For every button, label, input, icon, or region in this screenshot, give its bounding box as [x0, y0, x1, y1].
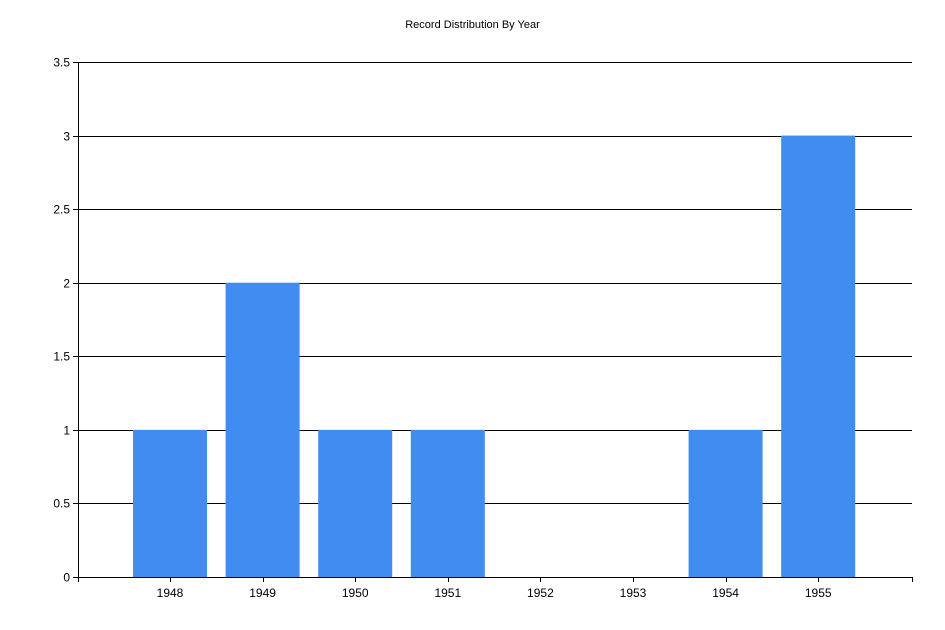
- bar-1949: [225, 282, 300, 577]
- x-tick-label-1950: 1950: [342, 586, 369, 600]
- x-tick-label-1949: 1949: [249, 586, 276, 600]
- axes: [73, 62, 913, 582]
- x-tick-label-1951: 1951: [434, 586, 461, 600]
- x-tick-label-1948: 1948: [157, 586, 184, 600]
- y-tick-label-5: 2.5: [53, 203, 70, 217]
- x-tick-label-1952: 1952: [527, 586, 554, 600]
- x-tick-label-1953: 1953: [620, 586, 647, 600]
- bar-1950: [318, 429, 393, 577]
- x-tick-label-1955: 1955: [805, 586, 832, 600]
- x-tick-label-1954: 1954: [712, 586, 739, 600]
- y-tick-label-2: 1: [63, 424, 70, 438]
- y-tick-label-0: 0: [63, 571, 70, 585]
- gridlines: [78, 62, 912, 504]
- bar-1948: [133, 429, 207, 577]
- y-tick-label-6: 3: [63, 130, 70, 144]
- bar-1954: [688, 429, 763, 577]
- bar-1955: [781, 135, 856, 578]
- bar-1951: [410, 429, 485, 577]
- y-tick-label-4: 2: [63, 277, 70, 291]
- bars: [133, 135, 856, 578]
- tick-labels: 0 0.5 1 1.5 2 2.5 3 3.5 1948 1949 1950 1951 1952 1953…: [53, 56, 832, 601]
- y-tick-label-1: 0.5: [53, 497, 70, 511]
- y-tick-label-3: 1.5: [53, 350, 70, 364]
- chart-title: Record Distribution By Year: [405, 19, 540, 31]
- y-tick-label-7: 3.5: [53, 56, 70, 70]
